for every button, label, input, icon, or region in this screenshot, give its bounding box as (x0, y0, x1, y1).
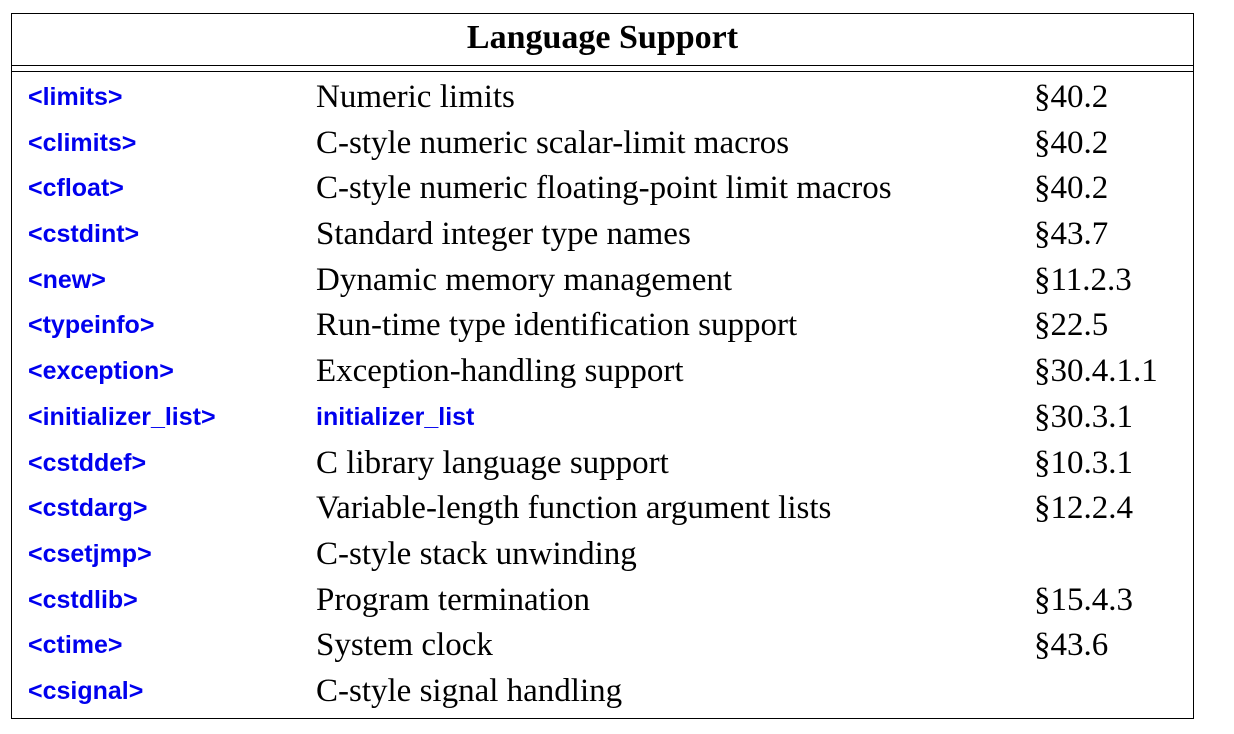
section-reference: §30.3.1 (1034, 398, 1133, 435)
language-support-table: Language Support <limits> Numeric limits… (11, 13, 1194, 719)
header-name: <cstdarg> (28, 494, 148, 523)
header-name: <cstdlib> (28, 585, 138, 614)
header-description: Program termination (316, 581, 591, 618)
header-name: <csetjmp> (28, 539, 152, 568)
table-row: <initializer_list> initializer_list §30.… (12, 395, 1193, 441)
header-name: <cfloat> (28, 174, 124, 203)
header-description: C library language support (316, 444, 669, 481)
header-name: <csignal> (28, 676, 144, 705)
section-reference: §40.2 (1034, 79, 1109, 115)
table-row: <ctime> System clock §43.6 (12, 623, 1193, 669)
header-description: Variable-length function argument lists (316, 490, 832, 527)
section-reference: §40.2 (1034, 124, 1109, 161)
section-reference: §43.6 (1034, 627, 1109, 664)
table-row: <cstdint> Standard integer type names §4… (12, 212, 1193, 258)
header-name: <climits> (28, 128, 137, 157)
table-row: <cstdlib> Program termination §15.4.3 (12, 578, 1193, 624)
table-row: <cfloat> C-style numeric floating-point … (12, 166, 1193, 212)
header-name: <exception> (28, 357, 174, 386)
table-row: <csignal> C-style signal handling (12, 669, 1193, 715)
table-row: <csetjmp> C-style stack unwinding (12, 532, 1193, 578)
header-name: <limits> (28, 83, 123, 111)
table-row: <climits> C-style numeric scalar-limit m… (12, 121, 1193, 167)
table-row: <limits> Numeric limits §40.2 (12, 75, 1193, 121)
table-row: <new> Dynamic memory management §11.2.3 (12, 258, 1193, 304)
header-name: <initializer_list> (28, 402, 216, 431)
section-reference: §43.7 (1034, 216, 1109, 253)
table-title: Language Support (466, 19, 739, 56)
section-reference: §15.4.3 (1034, 581, 1133, 618)
header-description: System clock (316, 627, 493, 664)
header-description: Exception-handling support (316, 353, 684, 390)
header-description: C-style stack unwinding (316, 535, 637, 572)
section-reference: §40.2 (1034, 170, 1109, 207)
section-reference: §12.2.4 (1034, 490, 1133, 527)
section-reference: §10.3.1 (1034, 444, 1133, 481)
section-reference: §30.4.1.1 (1034, 353, 1158, 390)
header-name: <typeinfo> (28, 311, 155, 340)
table-row: <typeinfo> Run-time type identification … (12, 303, 1193, 349)
table-body: <limits> Numeric limits §40.2 <climits> … (12, 75, 1193, 715)
header-description: Numeric limits (316, 79, 515, 115)
header-description: Dynamic memory management (316, 261, 733, 298)
table-row: <cstddef> C library language support §10… (12, 441, 1193, 487)
header-name: <new> (28, 265, 106, 294)
header-description: initializer_list (316, 402, 475, 431)
table-row: <exception> Exception-handling support §… (12, 349, 1193, 395)
section-reference: §11.2.3 (1034, 261, 1132, 298)
header-description: C-style numeric scalar-limit macros (316, 124, 790, 161)
title-rule-bottom (12, 71, 1193, 72)
header-description: C-style signal handling (316, 672, 623, 709)
table-row: <cstdarg> Variable-length function argum… (12, 486, 1193, 532)
header-name: <ctime> (28, 631, 123, 660)
title-rule-top (12, 65, 1193, 66)
header-description: C-style numeric floating-point limit mac… (316, 170, 892, 207)
header-description: Run-time type identification support (316, 307, 798, 344)
section-reference: §22.5 (1034, 307, 1109, 344)
header-description: Standard integer type names (316, 216, 691, 253)
header-name: <cstdint> (28, 220, 140, 249)
header-name: <cstddef> (28, 448, 147, 477)
